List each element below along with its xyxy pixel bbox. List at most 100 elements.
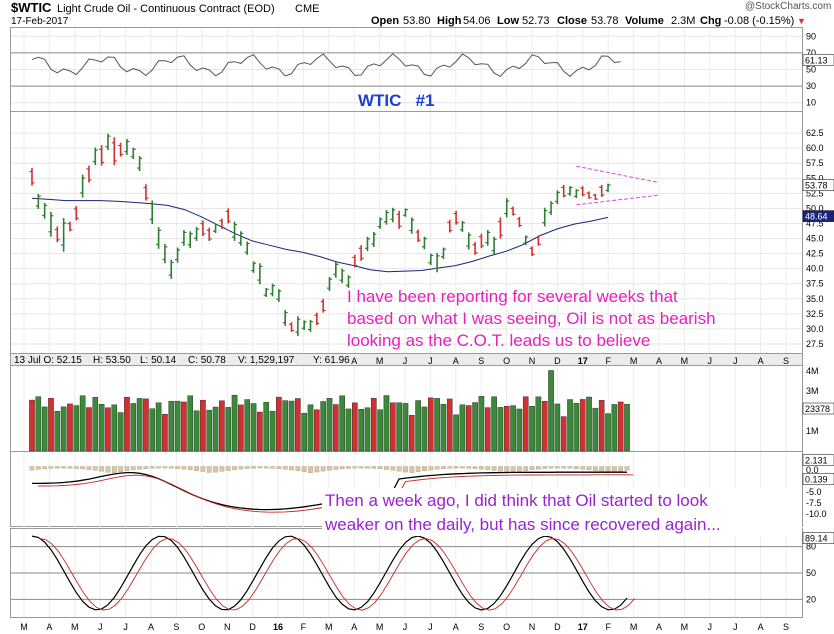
- rsi-tick-label: 90: [806, 31, 816, 41]
- x-tick-label: A: [656, 622, 662, 632]
- volume-bar: [73, 405, 80, 452]
- volume-bar: [611, 404, 618, 452]
- volume-bar: [219, 400, 225, 452]
- volume-bar: [586, 396, 592, 452]
- x-tick-label: N: [529, 622, 536, 632]
- stochastic-d-line: [39, 538, 635, 611]
- macd-badge-bg: [802, 454, 834, 466]
- price-tick-label: 40.0: [806, 264, 824, 274]
- volume-bar: [48, 398, 54, 452]
- volume-bar: [408, 415, 415, 452]
- volume-bar: [383, 395, 390, 452]
- chg-label: Chg: [700, 15, 721, 27]
- volume-bar: [295, 398, 301, 452]
- symbol: $WTIC: [11, 0, 52, 15]
- macd-histogram-bar: [92, 466, 98, 471]
- price-tick-label: 52.5: [806, 188, 824, 198]
- volume-bar: [130, 403, 137, 452]
- price-panel: [10, 111, 803, 354]
- volume-bar: [143, 398, 149, 452]
- volume-bar: [212, 406, 219, 452]
- volume-bar: [510, 405, 516, 452]
- x-tick-label-mid: A: [656, 356, 662, 366]
- ma-badge-bg: [802, 210, 834, 222]
- macd-histogram-bar: [270, 466, 275, 469]
- volume-bar: [427, 397, 434, 452]
- price-tick-label: 57.5: [806, 158, 824, 168]
- volume-bar: [174, 400, 181, 452]
- volume-bar: [168, 400, 175, 452]
- volume-bar: [86, 407, 92, 452]
- close-badge-bg: [802, 179, 834, 191]
- macd-histogram-bar: [479, 466, 484, 470]
- macd-histogram-bar: [251, 466, 256, 469]
- volume-bar: [548, 370, 554, 452]
- stochastic-tick-label: 20: [806, 594, 816, 604]
- macd-tick-label: -5.0: [806, 487, 822, 497]
- macd-histogram-bar: [80, 466, 85, 470]
- annotation-note-2: Then a week ago, I did think that Oil st…: [322, 488, 802, 536]
- x-tick-label-mid: J: [733, 356, 738, 366]
- close-value: 53.78: [591, 15, 619, 27]
- macd-tick-label: 0.0: [806, 465, 819, 475]
- watermark: @StockCharts.com: [745, 1, 831, 12]
- macd-histogram-bar: [498, 466, 503, 472]
- x-tick-label: A: [148, 622, 154, 632]
- volume-bar: [257, 411, 263, 452]
- volume-bar: [54, 410, 61, 452]
- volume-bar: [358, 409, 364, 452]
- volume-bar: [136, 398, 143, 452]
- x-tick-label: S: [173, 622, 179, 632]
- high-label: High: [437, 15, 462, 27]
- stochastic-badge-bg: [802, 532, 834, 544]
- volume-bar: [377, 409, 383, 452]
- note1-line-2: based on what I was seeing, Oil is not a…: [347, 309, 716, 328]
- volume-bar: [314, 409, 320, 452]
- rsi-tick-label: 30: [806, 81, 816, 91]
- volume-bar: [364, 407, 371, 452]
- annotation-note-1: I have been reporting for several weeks …: [347, 287, 716, 350]
- volume-bar: [402, 403, 409, 452]
- volume-bar: [497, 407, 504, 452]
- macd-histogram-bar: [213, 466, 218, 473]
- x-tick-label-mid: J: [428, 356, 433, 366]
- macd-histogram-bar: [99, 466, 104, 472]
- low-label: Low: [497, 15, 519, 27]
- volume-bar: [92, 396, 99, 452]
- volume-bar: [200, 399, 206, 452]
- x-tick-label: O: [198, 622, 205, 632]
- macd-histogram-bar: [149, 466, 155, 469]
- x-tick-label: M: [630, 622, 638, 632]
- x-tick-label: J: [428, 622, 433, 632]
- macd-histogram-bar: [276, 466, 282, 469]
- macd-histogram-bar: [504, 466, 510, 473]
- volume-bar: [459, 404, 466, 452]
- volume-bar: [231, 394, 238, 452]
- x-tick-label-mid: O: [503, 356, 510, 366]
- volume-bar: [155, 402, 162, 452]
- macd-histogram-bar: [301, 466, 307, 472]
- macd-histogram-bar: [327, 466, 332, 471]
- macd-histogram-bar: [86, 466, 92, 470]
- volume-bar: [162, 414, 168, 452]
- x-tick-label-mid: A: [351, 356, 357, 366]
- macd-histogram-bar: [548, 466, 554, 469]
- macd-histogram-bar: [181, 466, 187, 470]
- close-label: Close: [557, 15, 587, 27]
- volume-bar: [522, 396, 529, 452]
- volume-bar: [484, 407, 491, 452]
- volume-bar: [371, 398, 377, 452]
- macd-histogram-bar: [542, 466, 548, 469]
- macd-histogram-bar: [61, 466, 66, 469]
- macd-histogram-bar: [282, 466, 288, 470]
- x-tick-label: M: [20, 622, 28, 632]
- macd-histogram-bar: [314, 466, 320, 473]
- macd-histogram-bar: [48, 466, 54, 469]
- volume-bar: [117, 412, 124, 452]
- x-tick-label-mid: A: [453, 356, 459, 366]
- x-tick-label: J: [123, 622, 128, 632]
- rsi-tick-label: 70: [806, 48, 816, 58]
- x-tick-label-mid: M: [681, 356, 689, 366]
- info-date-open: 13 Jul O: 52.15: [14, 355, 82, 366]
- header-background: [0, 0, 834, 27]
